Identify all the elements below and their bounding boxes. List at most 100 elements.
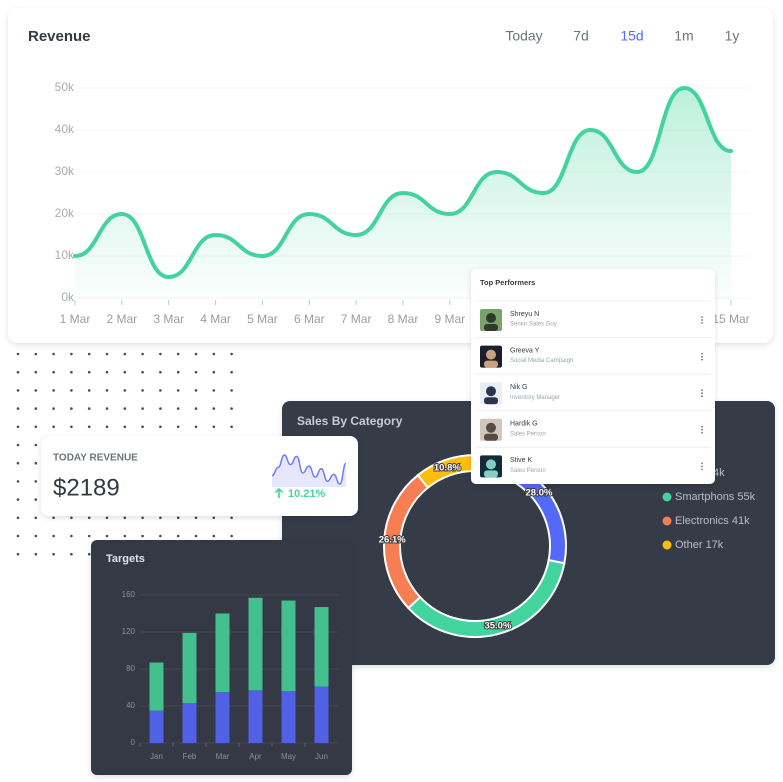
dot (212, 389, 216, 392)
dot (34, 480, 38, 483)
today-card: TODAY REVENUE $2189 10.21% (41, 436, 358, 516)
card-title: Top Performers (480, 278, 535, 287)
dot (52, 516, 55, 520)
change: 10.21% (288, 488, 326, 500)
menu-dot (701, 316, 703, 318)
avatar-body (484, 360, 498, 368)
range-tab[interactable]: 1m (674, 28, 693, 44)
range-tab[interactable]: 15d (620, 28, 643, 44)
legend-label: 4k (713, 467, 725, 479)
dot (141, 516, 144, 520)
dot (230, 534, 233, 538)
legend-swatch (662, 492, 672, 502)
data-label: 26.1% (379, 535, 406, 546)
dot (176, 389, 180, 392)
top-performers-card: Top Performers Shreyu N Senior Sales Guy G… (471, 269, 715, 484)
dot (159, 407, 162, 410)
dot (16, 407, 20, 410)
bar-segment (248, 690, 263, 743)
dot (34, 352, 38, 356)
sparkline (271, 454, 347, 485)
performer-name: Nik G (510, 384, 528, 391)
dot (34, 443, 38, 447)
dot (52, 552, 55, 556)
performer-name: Hardik G (510, 421, 538, 428)
avatar-face (486, 422, 496, 433)
dot (87, 352, 91, 356)
menu-dot (701, 428, 703, 431)
menu-dot (701, 431, 703, 434)
dot (16, 370, 20, 374)
dot (34, 407, 38, 410)
row-menu[interactable] (701, 352, 703, 361)
row-menu[interactable] (701, 316, 703, 324)
dot (16, 552, 20, 556)
y-tick-label: 40 (126, 701, 135, 710)
dot (70, 407, 73, 410)
row-menu[interactable] (701, 425, 703, 434)
up-arrow-icon (274, 487, 284, 498)
legend-swatch (662, 516, 672, 526)
dot (87, 425, 91, 429)
dot (34, 552, 38, 556)
dot (70, 370, 73, 374)
dot (34, 370, 38, 374)
dot (70, 516, 73, 520)
performer-name: Stive K (510, 457, 533, 464)
dot (230, 516, 233, 520)
range-tab[interactable]: 1y (725, 28, 740, 44)
dot (141, 370, 144, 374)
dot (194, 407, 198, 410)
dot (194, 425, 198, 429)
x-tick-label: Jan (150, 752, 163, 761)
dot (87, 370, 91, 374)
dot (123, 534, 127, 538)
y-tick-label: 10k (55, 248, 75, 262)
dot (230, 352, 233, 356)
dot (123, 389, 127, 392)
bar-segment (248, 597, 263, 691)
dot (16, 534, 20, 538)
dot (123, 407, 127, 410)
dot (70, 552, 73, 556)
x-tick-label: May (281, 752, 296, 761)
menu-dot (701, 468, 703, 471)
dot (52, 352, 55, 356)
dot (105, 425, 109, 429)
bar-segment (215, 692, 230, 743)
dot (141, 534, 144, 538)
x-tick-label: 15 Mar (712, 312, 749, 326)
avatar-face (486, 459, 496, 470)
dot (34, 389, 38, 392)
dot (87, 552, 91, 556)
range-tab[interactable]: Today (505, 28, 542, 44)
dot (87, 407, 91, 410)
x-tick-label: 8 Mar (388, 312, 419, 326)
dot (123, 352, 127, 356)
dot (105, 389, 109, 392)
y-tick-label: 120 (122, 627, 136, 636)
dot (70, 352, 73, 356)
row-menu[interactable] (701, 462, 703, 471)
dot (159, 425, 162, 429)
dot (159, 352, 162, 356)
menu-dot (701, 355, 703, 358)
dot (123, 425, 127, 429)
performer-name: Shreyu N (510, 311, 539, 318)
dot (212, 425, 216, 429)
dot (212, 516, 216, 520)
avatar-body (484, 433, 498, 441)
dot (52, 389, 55, 392)
dot (194, 370, 198, 374)
dot (87, 389, 91, 392)
data-label: 28.0% (526, 488, 553, 499)
avatar-body (484, 470, 498, 478)
dot (52, 534, 55, 538)
dot (194, 352, 198, 356)
avatar-face (486, 386, 496, 397)
range-tab[interactable]: 7d (573, 28, 589, 44)
row-menu[interactable] (701, 389, 703, 398)
bar-segment (314, 686, 329, 743)
dot (16, 425, 20, 429)
x-tick-label: Apr (249, 752, 262, 761)
